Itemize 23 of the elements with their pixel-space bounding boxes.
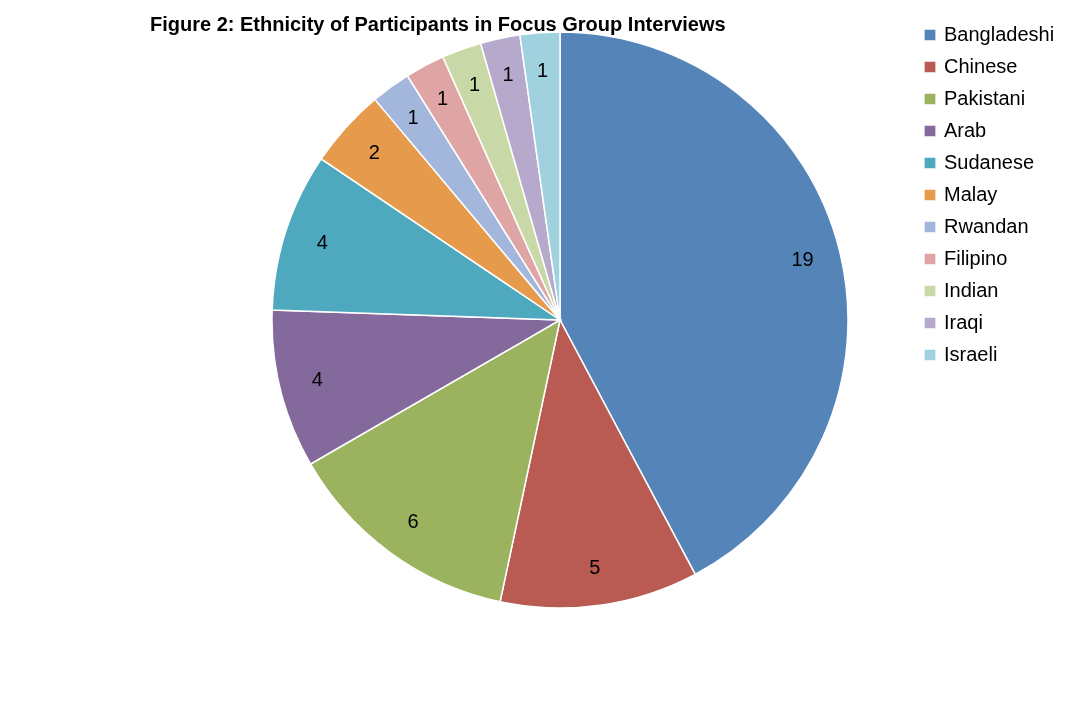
legend-label: Indian <box>944 279 999 301</box>
legend-label: Israeli <box>944 343 998 365</box>
data-label: 4 <box>311 368 323 391</box>
legend-label: Pakistani <box>944 87 1026 109</box>
data-label: 4 <box>316 230 328 253</box>
legend-label: Malay <box>944 183 998 205</box>
data-label: 1 <box>407 105 419 128</box>
legend-label: Iraqi <box>944 311 983 333</box>
legend-label: Sudanese <box>944 151 1035 173</box>
legend-label: Rwandan <box>944 215 1029 237</box>
data-label: 1 <box>537 58 549 81</box>
chart-title: Figure 2: Ethnicity of Participants in Focus Group Interviews <box>150 13 726 35</box>
legend-label: Arab <box>944 119 987 141</box>
data-label: 1 <box>437 87 449 110</box>
data-label: 6 <box>407 510 419 533</box>
legend-label: Filipino <box>944 247 1008 269</box>
data-label: 2 <box>368 140 380 163</box>
data-label: 1 <box>502 63 514 86</box>
data-label: 5 <box>589 555 601 578</box>
legend-label: Chinese <box>944 55 1018 77</box>
data-label: 19 <box>791 247 814 270</box>
data-label: 1 <box>468 73 481 96</box>
legend-label: Bangladeshi <box>944 23 1055 45</box>
